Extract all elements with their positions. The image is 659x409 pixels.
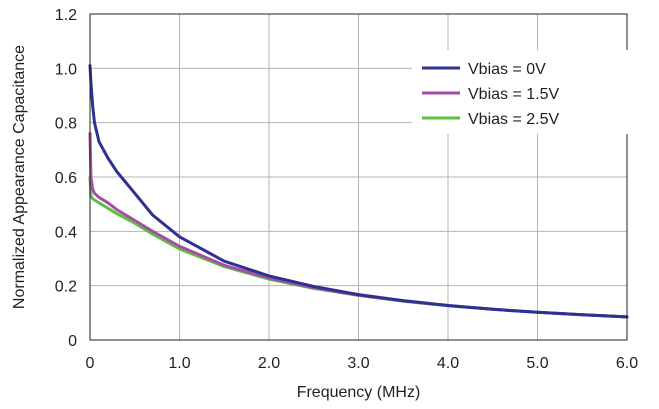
y-axis-label: Normalized Appearance Capacitance	[11, 45, 28, 309]
x-tick-label: 6.0	[616, 355, 638, 372]
legend-entry-label: Vbias = 1.5V	[468, 86, 560, 103]
legend-entry-label: Vbias = 0V	[468, 61, 546, 78]
plot-area-frame	[89, 13, 628, 341]
y-tick-label: 0	[68, 333, 77, 350]
y-tick-label: 0.8	[55, 116, 77, 133]
y-tick-label: 0.6	[55, 170, 77, 187]
legend: Vbias = 0V Vbias = 1.5V Vbias = 2.5V	[412, 50, 628, 134]
y-tick-label: 0.4	[55, 224, 77, 241]
x-tick-label: 2.0	[258, 355, 280, 372]
x-tick-label: 0	[86, 355, 95, 372]
x-tick-label: 5.0	[526, 355, 548, 372]
x-tick-label: 4.0	[437, 355, 459, 372]
y-tick-label: 1.2	[55, 7, 77, 24]
series-line	[88, 64, 629, 319]
y-tick-label: 1.0	[55, 61, 77, 78]
x-tick-label: 1.0	[168, 355, 190, 372]
legend-entry-label: Vbias = 2.5V	[468, 111, 560, 128]
x-axis-label: Frequency (MHz)	[297, 384, 421, 401]
y-tick-label: 0.2	[55, 279, 77, 296]
x-tick-label: 3.0	[347, 355, 369, 372]
x-axis-ticks: 0 1.0 2.0 3.0 4.0 5.0 6.0	[86, 355, 639, 372]
series-lines	[88, 64, 629, 319]
y-axis-ticks: 0 0.2 0.4 0.6 0.8 1.0 1.2	[55, 7, 77, 350]
